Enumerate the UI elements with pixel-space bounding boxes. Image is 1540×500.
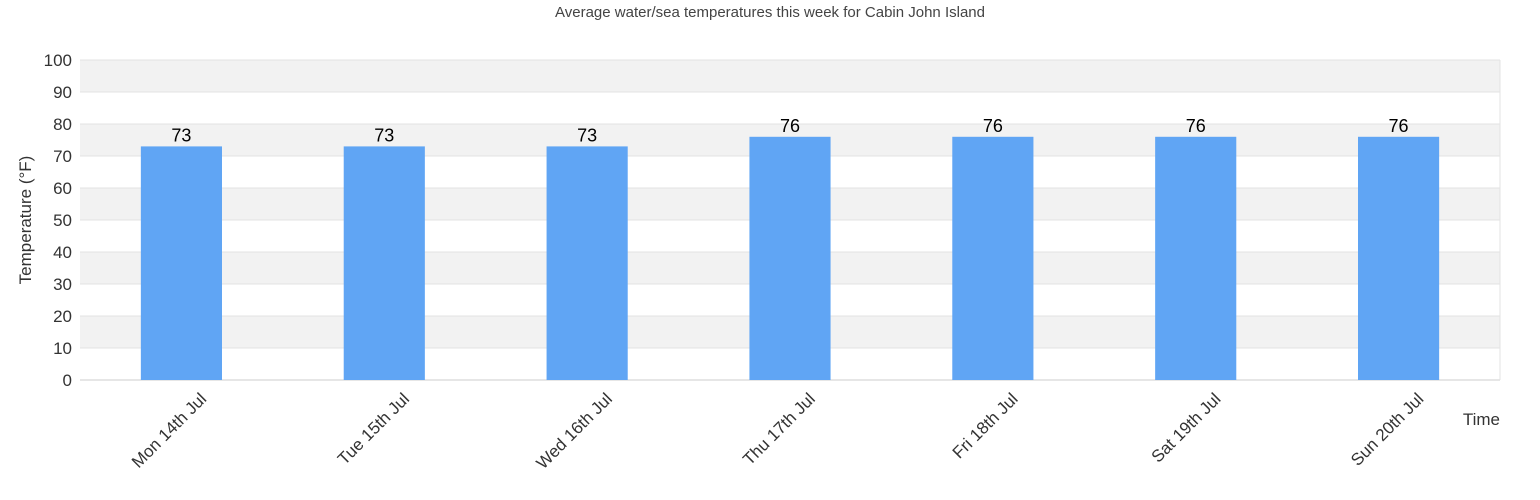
y-tick-label: 0 bbox=[63, 371, 72, 390]
x-tick-label: Thu 17th Jul bbox=[739, 389, 819, 469]
x-tick-label: Tue 15th Jul bbox=[334, 389, 413, 468]
bar bbox=[1358, 136, 1440, 380]
y-tick-label: 40 bbox=[53, 243, 72, 262]
data-label: 73 bbox=[577, 125, 597, 145]
data-label: 76 bbox=[1389, 116, 1409, 136]
x-axis-title: Time bbox=[1463, 410, 1500, 429]
x-tick-label: Mon 14th Jul bbox=[128, 389, 210, 471]
x-tick-label: Sat 19th Jul bbox=[1148, 389, 1225, 466]
y-tick-label: 20 bbox=[53, 307, 72, 326]
y-tick-label: 10 bbox=[53, 339, 72, 358]
y-tick-label: 50 bbox=[53, 211, 72, 230]
data-labels: 73 73 73 76 76 76 76 bbox=[171, 116, 1408, 146]
x-tick-label: Fri 18th Jul bbox=[949, 389, 1022, 462]
bar bbox=[343, 146, 425, 380]
data-label: 76 bbox=[1186, 116, 1206, 136]
bars bbox=[140, 136, 1440, 380]
y-tick-label: 90 bbox=[53, 83, 72, 102]
y-tick-label: 60 bbox=[53, 179, 72, 198]
x-axis-ticks: Mon 14th Jul Tue 15th Jul Wed 16th Jul Thu … bbox=[128, 389, 1427, 472]
y-tick-label: 100 bbox=[44, 51, 72, 70]
y-tick-label: 80 bbox=[53, 115, 72, 134]
x-tick-label: Sun 20th Jul bbox=[1347, 389, 1427, 469]
bar bbox=[749, 136, 831, 380]
x-tick-label: Wed 16th Jul bbox=[533, 389, 616, 472]
data-label: 76 bbox=[780, 116, 800, 136]
grid-band bbox=[80, 92, 1500, 124]
bar bbox=[952, 136, 1034, 380]
bar bbox=[546, 146, 628, 380]
y-tick-label: 30 bbox=[53, 275, 72, 294]
grid-band bbox=[80, 60, 1500, 92]
y-tick-label: 70 bbox=[53, 147, 72, 166]
chart-title: Average water/sea temperatures this week… bbox=[555, 4, 985, 21]
data-label: 76 bbox=[983, 116, 1003, 136]
bar bbox=[140, 146, 222, 380]
bar bbox=[1155, 136, 1237, 380]
y-axis-title: Temperature (°F) bbox=[16, 156, 35, 285]
data-label: 73 bbox=[374, 125, 394, 145]
y-axis-ticks: 0 10 20 30 40 50 60 70 80 90 100 bbox=[44, 51, 72, 390]
data-label: 73 bbox=[171, 125, 191, 145]
